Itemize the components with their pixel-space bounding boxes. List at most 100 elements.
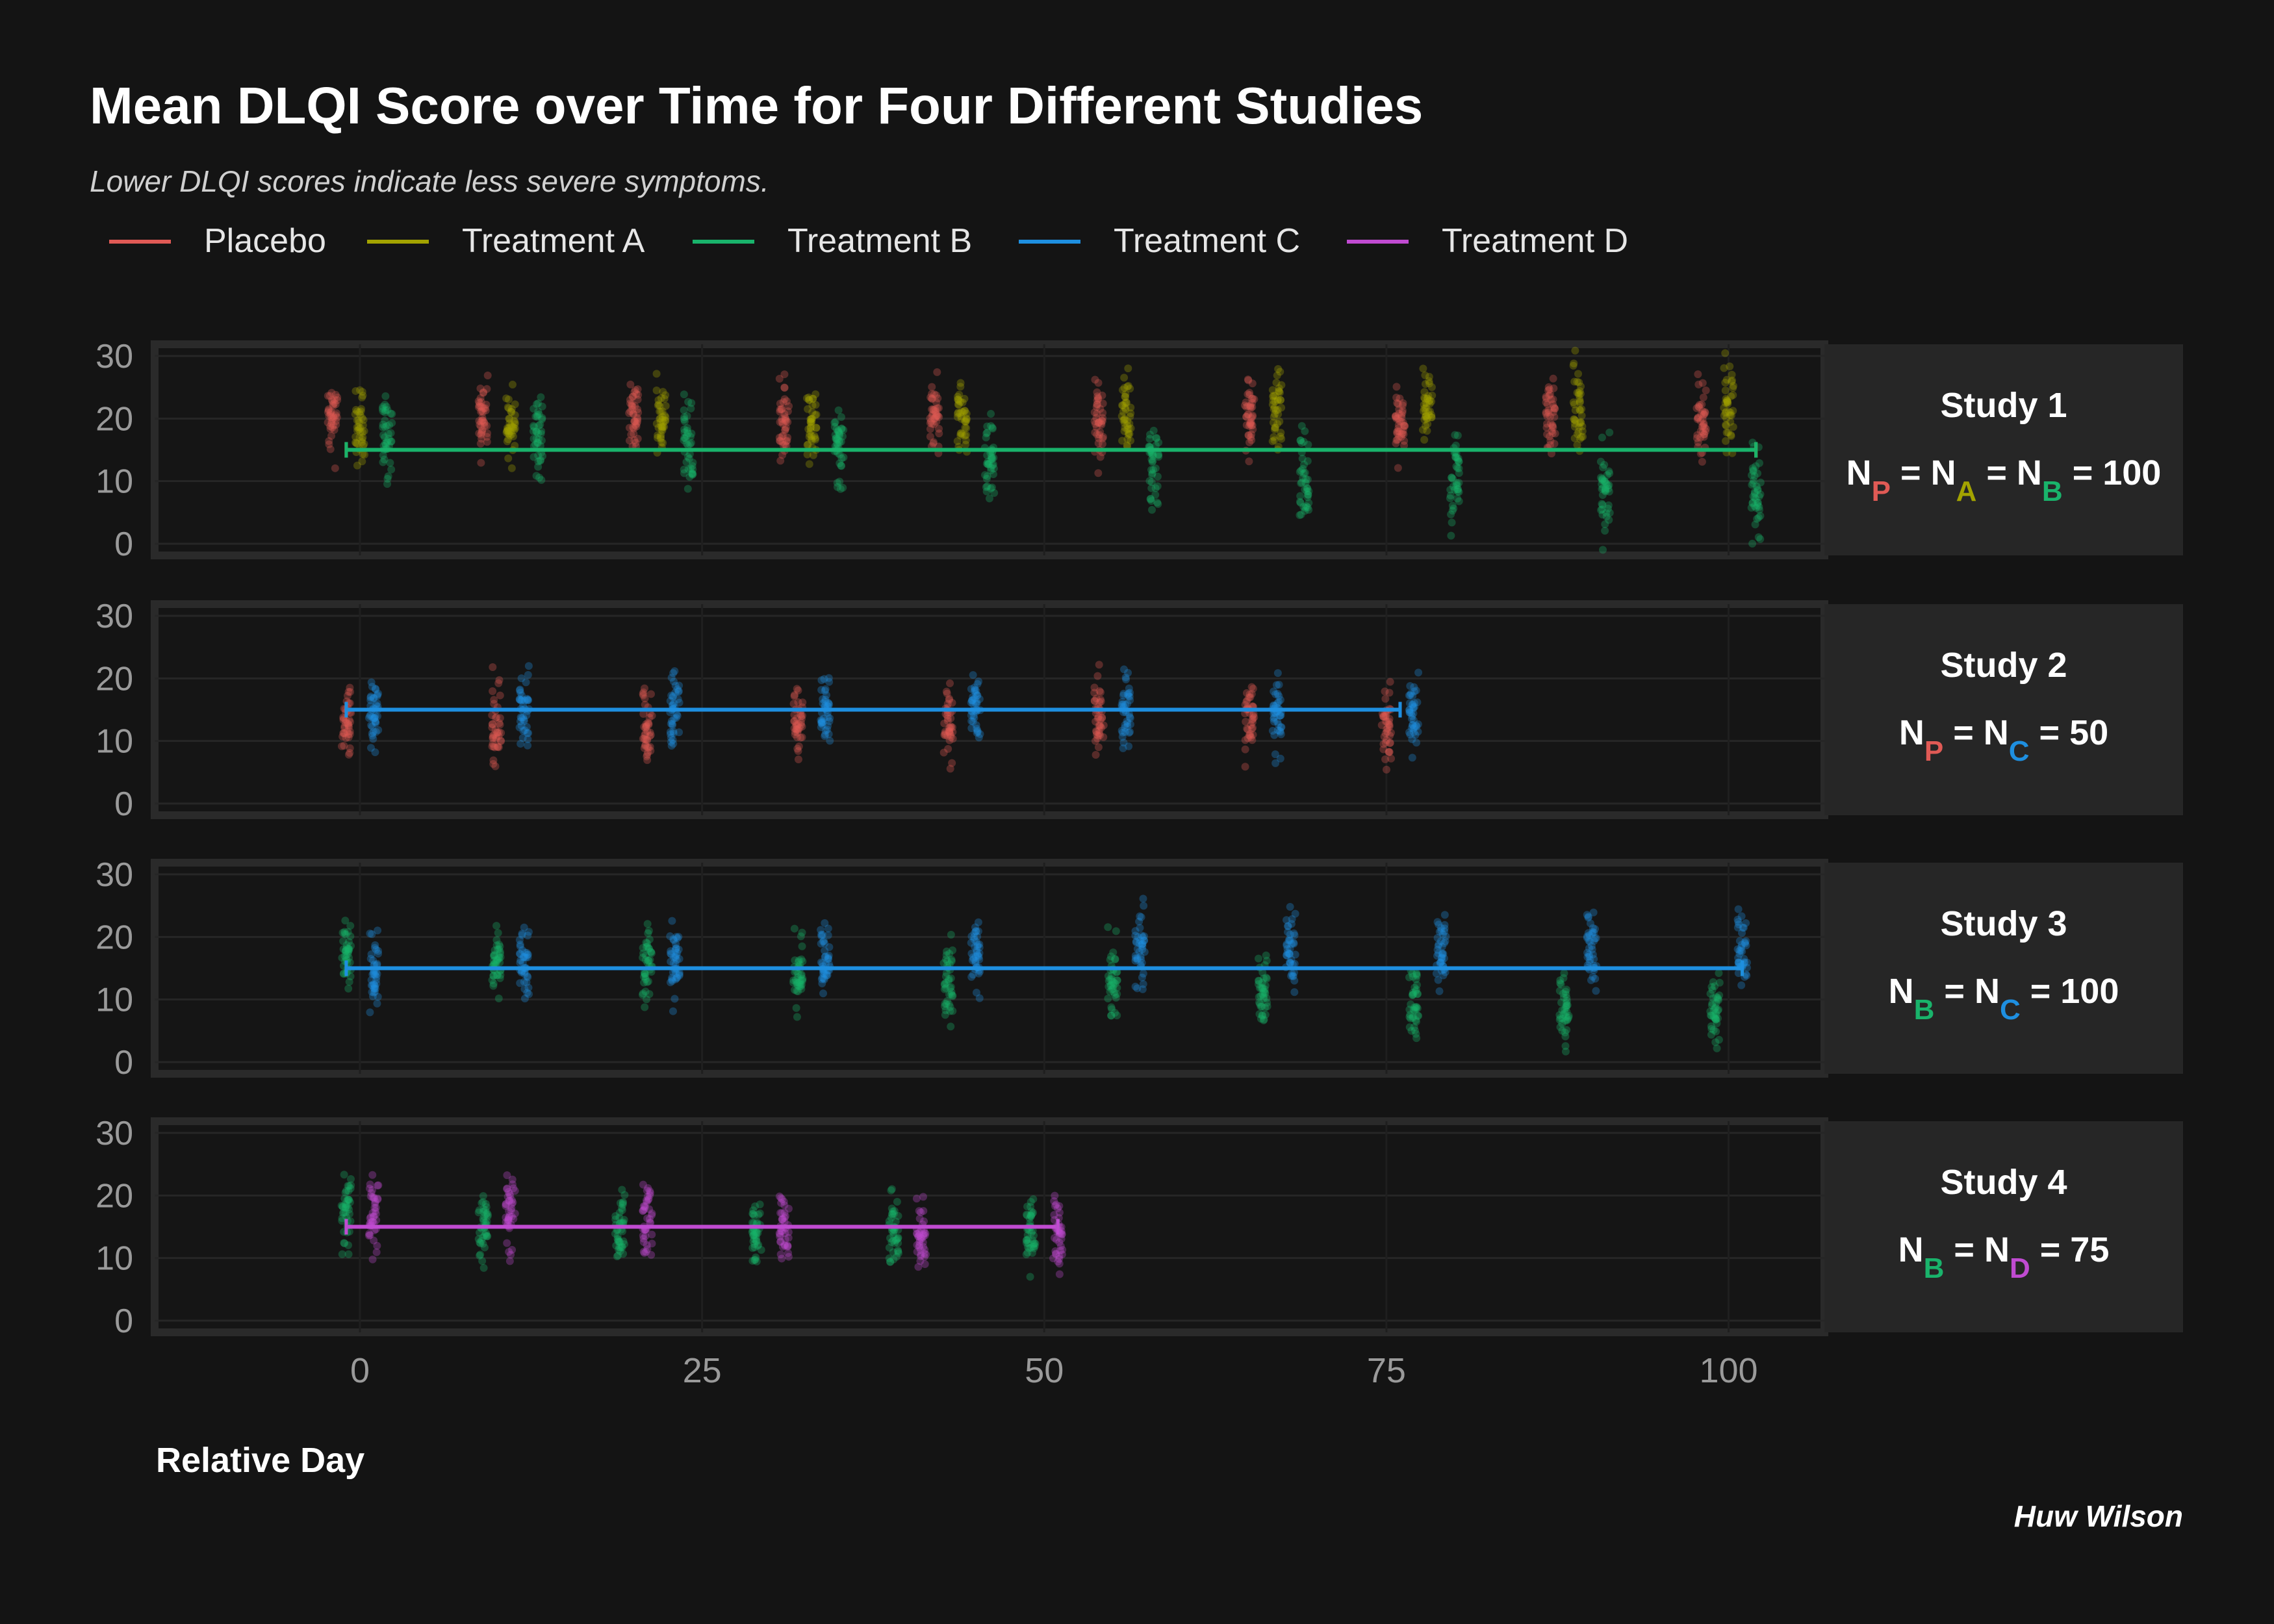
data-point xyxy=(1694,414,1702,422)
data-point xyxy=(1241,700,1249,709)
data-point xyxy=(340,730,349,738)
data-point xyxy=(750,1243,759,1252)
data-point xyxy=(368,729,376,737)
data-point xyxy=(1304,440,1312,449)
data-point xyxy=(683,426,691,435)
data-point xyxy=(779,398,787,406)
y-tick-label: 20 xyxy=(96,1177,133,1215)
data-point xyxy=(947,930,955,939)
data-point xyxy=(1386,731,1394,740)
data-point xyxy=(1303,487,1311,496)
data-point xyxy=(327,417,336,425)
data-point xyxy=(1242,398,1250,407)
data-point xyxy=(954,392,962,401)
data-point xyxy=(658,426,667,435)
data-point xyxy=(939,959,948,967)
data-point xyxy=(342,718,350,727)
data-point xyxy=(1095,721,1104,730)
data-point xyxy=(1153,482,1162,490)
data-point xyxy=(479,416,487,424)
data-point xyxy=(329,401,337,410)
data-point xyxy=(969,717,977,726)
data-point xyxy=(1097,416,1106,425)
data-point xyxy=(943,714,952,722)
data-point xyxy=(1399,399,1407,407)
data-point xyxy=(1570,434,1579,442)
data-point xyxy=(366,930,374,938)
data-point xyxy=(628,405,637,414)
data-point xyxy=(817,686,826,694)
data-point xyxy=(1093,400,1101,409)
data-point xyxy=(780,410,789,418)
data-point xyxy=(1094,418,1103,427)
data-point xyxy=(1409,972,1417,981)
data-point xyxy=(1247,403,1255,412)
data-point xyxy=(1276,433,1284,441)
data-point xyxy=(669,669,678,678)
data-point xyxy=(1603,471,1611,479)
data-point xyxy=(477,459,485,467)
data-point xyxy=(794,686,802,694)
data-point xyxy=(928,394,937,403)
data-point xyxy=(1244,376,1253,385)
data-point xyxy=(1693,431,1702,439)
data-point xyxy=(1247,394,1256,403)
x-tick-label: 75 xyxy=(1367,1351,1406,1390)
data-point xyxy=(1698,422,1706,431)
data-point xyxy=(962,440,970,449)
data-point xyxy=(808,408,817,416)
data-point xyxy=(1152,434,1160,442)
legend: Placebo Treatment A Treatment B Treatment C… xyxy=(109,222,1628,260)
data-point xyxy=(1273,420,1282,428)
data-point xyxy=(1395,405,1403,414)
data-point xyxy=(941,1011,949,1019)
data-point xyxy=(643,920,652,928)
data-point xyxy=(1545,385,1553,394)
data-point xyxy=(1092,414,1101,422)
data-point xyxy=(791,728,799,736)
data-point xyxy=(1297,422,1306,430)
data-point xyxy=(1543,430,1552,438)
data-point xyxy=(756,1200,764,1209)
data-point xyxy=(490,731,498,739)
data-point xyxy=(1549,424,1557,432)
strip-sample-size: NP = NA = NB = 100 xyxy=(1846,453,2162,507)
data-point xyxy=(369,956,377,965)
data-point xyxy=(523,696,531,704)
data-point xyxy=(1750,488,1759,496)
data-point xyxy=(489,739,497,748)
data-point xyxy=(945,736,954,744)
data-point xyxy=(1099,721,1108,730)
data-point xyxy=(837,454,846,463)
data-point xyxy=(646,690,655,698)
data-point xyxy=(670,678,678,686)
data-point xyxy=(981,471,990,479)
data-point xyxy=(1094,743,1103,752)
data-point xyxy=(1246,391,1254,400)
data-point xyxy=(778,433,786,441)
data-point xyxy=(668,720,676,728)
data-point xyxy=(671,995,679,1003)
data-point xyxy=(1092,727,1100,735)
data-point xyxy=(1098,713,1106,722)
data-point xyxy=(688,462,696,470)
data-point xyxy=(1277,435,1286,443)
data-point xyxy=(1275,387,1283,396)
data-point xyxy=(381,423,389,431)
data-point xyxy=(1093,430,1101,438)
data-point xyxy=(1149,466,1158,474)
data-point xyxy=(1549,400,1557,409)
data-point xyxy=(517,696,526,705)
data-point xyxy=(657,394,665,402)
data-point xyxy=(804,440,812,449)
data-point xyxy=(373,999,381,1008)
data-point xyxy=(1123,425,1132,433)
data-point xyxy=(503,427,511,435)
data-point xyxy=(368,1217,377,1226)
data-point xyxy=(339,716,348,724)
data-point xyxy=(496,720,504,729)
data-point xyxy=(478,427,487,436)
data-point xyxy=(1381,694,1390,703)
data-point xyxy=(675,728,683,737)
